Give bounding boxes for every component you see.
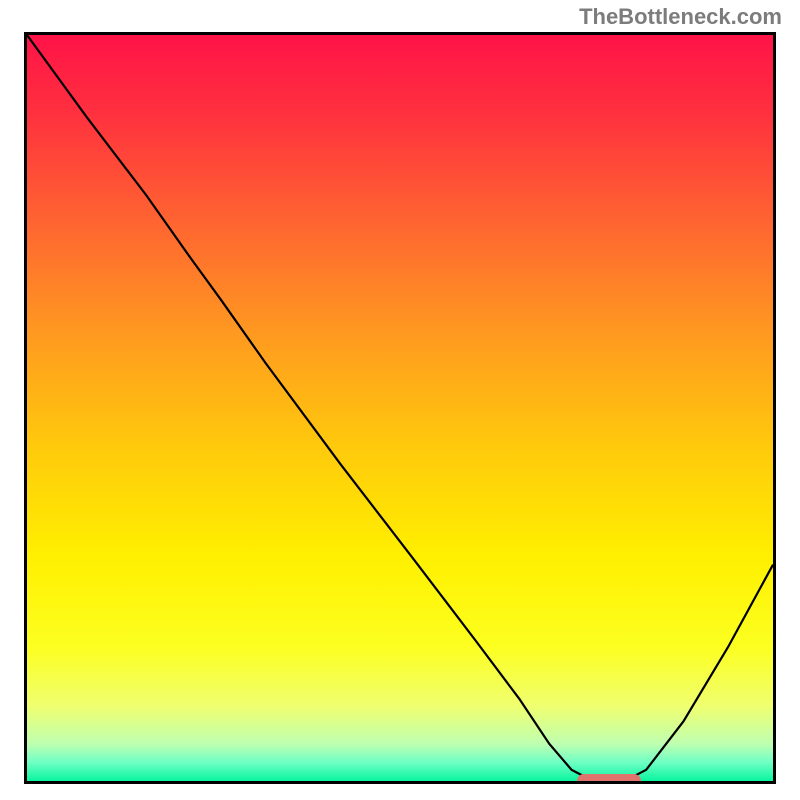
chart-area	[24, 32, 776, 784]
chart-curve	[27, 35, 773, 781]
watermark-text: TheBottleneck.com	[579, 4, 782, 30]
optimal-marker	[577, 774, 640, 784]
